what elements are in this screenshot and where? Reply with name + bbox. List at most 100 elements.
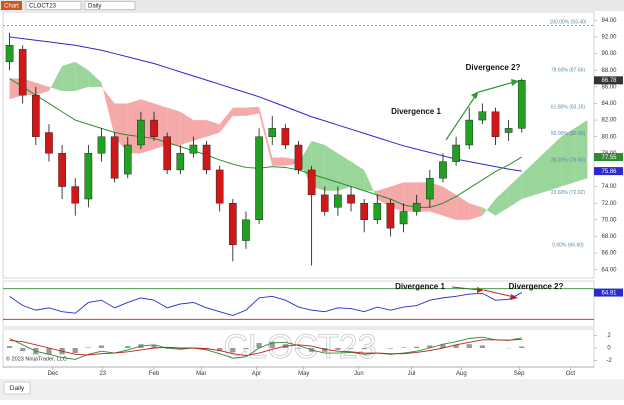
candle-body xyxy=(111,137,118,179)
candle-body xyxy=(295,145,302,170)
candle-body xyxy=(58,153,65,186)
candle-body xyxy=(269,128,276,136)
histogram-bar xyxy=(86,347,91,348)
price-tag-label: 77.55 xyxy=(601,155,617,161)
candle-body xyxy=(216,170,223,203)
candle-body xyxy=(374,203,381,220)
histogram-bar xyxy=(296,348,301,349)
histogram-bar xyxy=(46,348,51,354)
candle-body xyxy=(308,170,315,195)
candle-body xyxy=(19,49,26,95)
candle-body xyxy=(321,195,328,212)
candle-body xyxy=(387,203,394,228)
histogram-bar xyxy=(99,345,104,348)
fib-label: 100.00% (93.40) xyxy=(550,20,587,26)
y-tick-label: 74.00 xyxy=(601,184,617,190)
tab-label[interactable]: Daily xyxy=(10,385,25,392)
instrument-label[interactable]: CLOCT23 xyxy=(29,3,57,9)
cloud-segment xyxy=(272,157,285,165)
fib-label: 78.60% (87.66) xyxy=(551,67,586,73)
y-tick-label: 82.00 xyxy=(601,118,617,124)
y-tick-label: -2 xyxy=(606,358,612,364)
y-tick-label: 80.00 xyxy=(601,134,617,140)
interval-label[interactable]: Daily xyxy=(88,3,101,9)
candle-body xyxy=(177,153,184,170)
y-tick-label: 64.00 xyxy=(601,267,617,273)
candle-body xyxy=(137,120,144,145)
histogram-bar xyxy=(401,347,406,348)
y-tick-label: 88.00 xyxy=(601,68,617,74)
x-tick-label: Dec xyxy=(48,371,59,377)
watermark: CLOCT23 xyxy=(223,328,376,366)
histogram-bar xyxy=(362,348,367,349)
annotation: Divergence 1 xyxy=(391,107,441,116)
price-tag-label: 75.86 xyxy=(601,169,617,175)
candle-body xyxy=(505,128,512,132)
fib-label: 38.20% (76.84) xyxy=(551,157,586,163)
histogram-bar xyxy=(480,345,485,348)
annotation: Divergence 2? xyxy=(466,63,521,72)
fib-label: 0.00% (66.60) xyxy=(552,242,584,248)
candle-body xyxy=(426,178,433,199)
histogram-bar xyxy=(243,348,248,349)
candle-body xyxy=(203,145,210,170)
candle-body xyxy=(518,80,525,128)
candle-body xyxy=(124,145,131,174)
x-tick-label: 23 xyxy=(99,371,106,377)
candle-body xyxy=(72,187,79,204)
cloud-segment xyxy=(233,108,246,116)
candle-body xyxy=(334,195,341,207)
fib-label: 61.80% (83.16) xyxy=(551,105,586,111)
histogram-bar xyxy=(73,348,78,353)
x-tick-label: Mar xyxy=(196,371,206,377)
x-tick-label: Feb xyxy=(149,371,160,377)
annotation: Divergence 2? xyxy=(509,282,564,291)
candle-body xyxy=(85,153,92,199)
candle-body xyxy=(242,220,249,241)
price-tag-label: 86.78 xyxy=(601,78,617,84)
y-tick-label: 66.00 xyxy=(601,251,617,257)
candle-body xyxy=(164,137,171,170)
fib-label: 50.00% (80.00) xyxy=(551,131,586,137)
candle-body xyxy=(255,137,262,220)
candle-body xyxy=(190,145,197,153)
tab-bar xyxy=(0,379,624,400)
candle-body xyxy=(400,212,407,224)
histogram-bar xyxy=(20,348,25,351)
fib-label: 23.60% (72.92) xyxy=(551,190,586,196)
candle-body xyxy=(439,162,446,179)
candle-body xyxy=(361,203,368,220)
x-tick-label: Jun xyxy=(354,371,364,377)
x-tick-label: Apr xyxy=(252,371,261,377)
x-tick-label: Aug xyxy=(456,371,467,377)
y-tick-label: 84.00 xyxy=(601,101,617,107)
candle-body xyxy=(479,112,486,120)
histogram-bar xyxy=(335,348,340,350)
candle-body xyxy=(6,45,13,62)
candle-body xyxy=(32,95,39,137)
histogram-bar xyxy=(348,348,353,349)
y-tick-label: 86.00 xyxy=(601,84,617,90)
candle-body xyxy=(98,137,105,154)
histogram-bar xyxy=(230,348,235,352)
cloud-segment xyxy=(574,120,587,182)
y-tick-label: 68.00 xyxy=(601,234,617,240)
histogram-bar xyxy=(414,347,419,348)
annotation: Divergence 1 xyxy=(395,282,445,291)
price-tag-label: 64.91 xyxy=(601,290,617,296)
cloud-segment xyxy=(62,62,75,91)
candle-body xyxy=(45,133,52,154)
x-tick-label: Oct xyxy=(566,371,576,377)
chart-button-label[interactable]: Chart xyxy=(4,3,19,9)
x-tick-label: Jul xyxy=(408,371,416,377)
y-tick-label: 70.00 xyxy=(601,217,617,223)
y-tick-label: 90.00 xyxy=(601,51,617,57)
x-tick-label: Sep xyxy=(514,371,525,377)
candle-body xyxy=(466,120,473,145)
candle-body xyxy=(452,145,459,162)
candle-body xyxy=(150,120,157,137)
candle-body xyxy=(347,195,354,203)
candle-body xyxy=(492,112,499,137)
histogram-bar xyxy=(519,346,524,348)
